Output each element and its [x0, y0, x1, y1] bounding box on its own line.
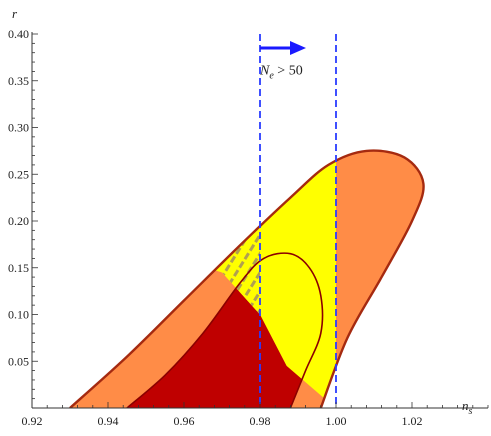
x-tick-label: 0.98 — [250, 414, 271, 428]
annotation-text: Ne > 50 — [259, 63, 303, 81]
vertical-lines — [259, 34, 337, 408]
y-tick-label: 0.10 — [8, 308, 29, 322]
y-tick-label: 0.25 — [8, 167, 29, 181]
x-axis-label: ns — [462, 398, 473, 417]
annotation-group: Ne > 50 — [259, 41, 306, 81]
x-tick-label: 0.96 — [174, 414, 195, 428]
y-tick-label: 0.40 — [8, 27, 29, 41]
arrow-head-icon — [290, 41, 306, 56]
y-tick-label: 0.20 — [8, 214, 29, 228]
y-tick-label: 0.30 — [8, 121, 29, 135]
inner-contour-line — [126, 252, 324, 408]
outer-contour-line — [69, 149, 425, 408]
ticks: 0.92 0.94 0.96 0.98 1.00 1.02 0.05 0.10 0.15 0.20… — [8, 27, 489, 428]
y-tick-label: 0.35 — [8, 74, 29, 88]
x-tick-label: 1.00 — [326, 414, 347, 428]
y-tick-label: 0.15 — [8, 261, 29, 275]
x-tick-label: 0.92 — [22, 414, 43, 428]
y-axis-label: r — [12, 6, 18, 21]
x-tick-label: 1.02 — [402, 414, 423, 428]
x-tick-label: 0.94 — [98, 414, 119, 428]
y-tick-label: 0.05 — [8, 354, 29, 368]
